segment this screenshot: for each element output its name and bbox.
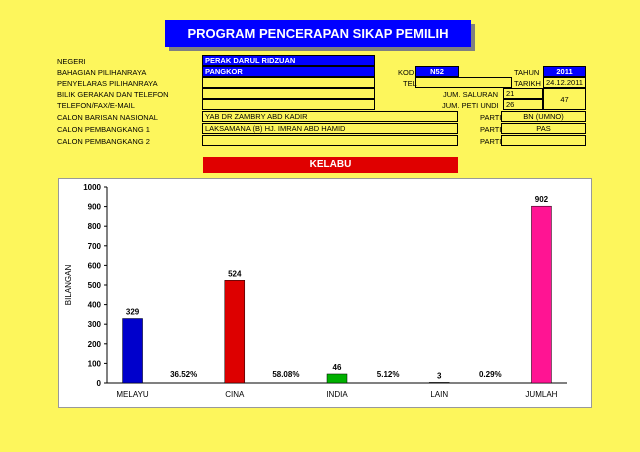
y-tick-label: 500 bbox=[88, 281, 102, 290]
data-label: 902 bbox=[535, 195, 549, 204]
bar-lain bbox=[428, 382, 450, 384]
y-tick-label: 700 bbox=[88, 242, 102, 251]
y-tick-label: 200 bbox=[88, 340, 102, 349]
percentage-label: 0.29% bbox=[479, 370, 502, 379]
kod-field[interactable]: N52 bbox=[415, 66, 459, 77]
y-tick-label: 600 bbox=[88, 261, 102, 270]
y-tick-label: 400 bbox=[88, 301, 102, 310]
parti-p1-field[interactable]: PAS bbox=[501, 123, 586, 134]
parti-p2-label: PARTI bbox=[480, 137, 502, 146]
peti-label: JUM. PETI UNDI bbox=[442, 101, 499, 110]
x-tick-label: JUMLAH bbox=[525, 390, 557, 399]
penyelaras-label: PENYELARAS PILIHANRAYA bbox=[57, 79, 158, 88]
bar-cina bbox=[224, 280, 246, 384]
x-tick-label: LAIN bbox=[430, 390, 448, 399]
data-label: 3 bbox=[437, 371, 442, 380]
x-tick-label: INDIA bbox=[326, 390, 348, 399]
bar-chart: 0 100 200 300 400 500 600 700 800 900 1000 BILANGAN… bbox=[64, 183, 567, 399]
parti-p2-field[interactable] bbox=[501, 135, 586, 146]
negeri-label: NEGERI bbox=[57, 57, 86, 66]
bahagian-label: BAHAGIAN PILIHANRAYA bbox=[57, 68, 147, 77]
calon-p2-label: CALON PEMBANGKANG 2 bbox=[57, 137, 150, 146]
percentage-label: 36.52% bbox=[170, 370, 197, 379]
tel-label: TEL bbox=[403, 79, 417, 88]
bar-jumlah bbox=[531, 205, 552, 384]
calon-p1-label: CALON PEMBANGKANG 1 bbox=[57, 125, 150, 134]
merged-total-field[interactable]: 47 bbox=[543, 88, 586, 110]
telefon-label: TELEFON/FAX/E-MAIL bbox=[57, 101, 135, 110]
kod-label: KOD bbox=[398, 68, 415, 77]
saluran-label: JUM. SALURAN bbox=[443, 90, 499, 99]
page-title: PROGRAM PENCERAPAN SIKAP PEMILIH bbox=[165, 20, 471, 47]
x-tick-label: MELAYU bbox=[116, 390, 149, 399]
percentage-label: 5.12% bbox=[377, 370, 400, 379]
negeri-field[interactable]: PERAK DARUL RIDZUAN bbox=[202, 55, 375, 66]
bahagian-field[interactable]: PANGKOR bbox=[202, 66, 375, 77]
chart-area[interactable]: 0 100 200 300 400 500 600 700 800 900 1000 BILANGAN… bbox=[58, 178, 592, 408]
tahun-field[interactable]: 2011 bbox=[543, 66, 586, 77]
y-tick-label: 1000 bbox=[83, 183, 101, 192]
bilik-field[interactable] bbox=[202, 88, 375, 99]
penyelaras-field[interactable] bbox=[202, 77, 375, 88]
peti-field[interactable]: 26 bbox=[503, 99, 543, 110]
telefon-field[interactable] bbox=[202, 99, 375, 110]
y-tick-label: 100 bbox=[88, 359, 102, 368]
x-tick-label: CINA bbox=[225, 390, 245, 399]
percentage-label: 58.08% bbox=[272, 370, 299, 379]
data-label: 524 bbox=[228, 269, 242, 278]
bar-india bbox=[326, 373, 348, 384]
parti-bn-field[interactable]: BN (UMNO) bbox=[501, 111, 586, 122]
section-header: KELABU bbox=[203, 157, 458, 173]
calon-p2-field[interactable] bbox=[202, 135, 458, 146]
y-tick-label: 900 bbox=[88, 203, 102, 212]
calon-p1-field[interactable]: LAKSAMANA (B) HJ. IMRAN ABD HAMID bbox=[202, 123, 458, 134]
parti-p1-label: PARTI bbox=[480, 125, 502, 134]
tarikh-label: TARIKH bbox=[514, 79, 541, 88]
tahun-label: TAHUN bbox=[514, 68, 540, 77]
saluran-field[interactable]: 21 bbox=[503, 88, 543, 99]
data-label: 46 bbox=[333, 363, 342, 372]
calon-bn-label: CALON BARISAN NASIONAL bbox=[57, 113, 158, 122]
y-axis-label: BILANGAN bbox=[64, 265, 73, 306]
bar-melayu bbox=[122, 318, 143, 384]
tarikh-field[interactable]: 24.12.2011 bbox=[543, 77, 586, 88]
data-label: 329 bbox=[126, 308, 140, 317]
bilik-label: BILIK GERAKAN DAN TELEFON bbox=[57, 90, 169, 99]
calon-bn-field[interactable]: YAB DR ZAMBRY ABD KADIR bbox=[202, 111, 458, 122]
y-tick-label: 800 bbox=[88, 222, 102, 231]
y-tick-label: 300 bbox=[88, 320, 102, 329]
y-tick-label: 0 bbox=[97, 379, 102, 388]
parti-bn-label: PARTI bbox=[480, 113, 502, 122]
tel-field[interactable] bbox=[415, 77, 512, 88]
